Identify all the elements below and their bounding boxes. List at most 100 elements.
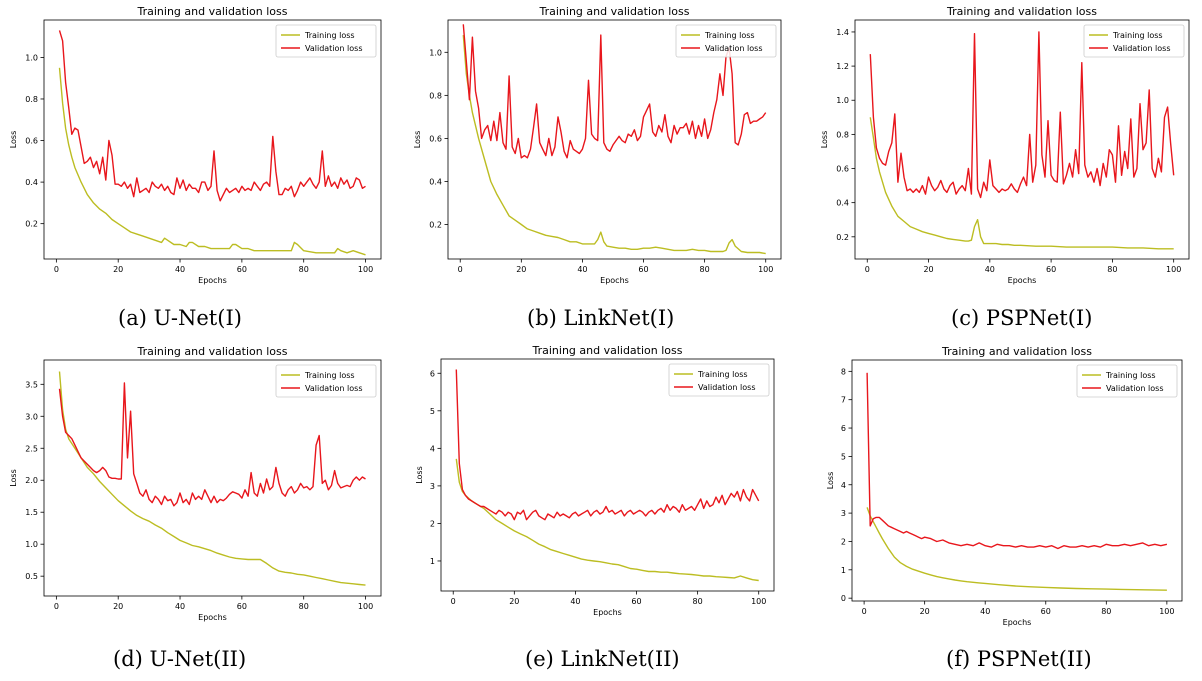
x-axis-label: Epochs (1003, 618, 1032, 627)
x-tick-label: 40 (175, 602, 185, 611)
chart-title: Training and validation loss (941, 345, 1092, 358)
x-tick-label: 60 (1046, 265, 1056, 274)
figure-caption: (e) LinkNet(II) (525, 647, 680, 671)
y-tick-label: 1.2 (836, 62, 849, 71)
series-line-validation (462, 24, 767, 159)
x-tick-label: 40 (577, 265, 587, 274)
x-tick-label: 40 (980, 607, 990, 616)
legend: Training loss Validation loss (275, 364, 377, 398)
series-line-training (462, 35, 766, 255)
legend-label: Training loss (1112, 31, 1163, 40)
x-axis-label: Epochs (1008, 276, 1037, 285)
y-axis-label: Loss (820, 131, 829, 149)
plot-frame (851, 359, 1183, 602)
y-tick-label: 0.6 (429, 134, 442, 143)
legend-label: Training loss (304, 31, 355, 40)
x-tick-label: 40 (985, 265, 995, 274)
legend-box (668, 363, 770, 397)
x-axis-label: Epochs (593, 608, 622, 617)
x-tick-label: 60 (237, 265, 247, 274)
y-tick-label: 0.6 (836, 165, 849, 174)
series-line-validation (58, 382, 366, 507)
legend-box (275, 364, 377, 398)
y-tick-label: 0.8 (836, 130, 849, 139)
x-tick-label: 100 (1166, 265, 1181, 274)
chart-panel-unet-2: Training and validation loss 0 20 40 60 80 100… (0, 340, 401, 681)
x-tick-label: 60 (237, 602, 247, 611)
x-tick-label: 60 (631, 597, 641, 606)
legend-label: Validation loss (305, 44, 363, 53)
y-tick-label: 1.0 (836, 96, 849, 105)
x-tick-label: 0 (865, 265, 870, 274)
series-line-training (58, 67, 366, 256)
y-tick-label: 5 (841, 452, 846, 461)
x-axis-label: Epochs (600, 276, 629, 285)
y-tick-label: 6 (841, 424, 846, 433)
legend-box (1083, 24, 1185, 58)
x-tick-label: 80 (693, 597, 703, 606)
legend-label: Training loss (1105, 371, 1156, 380)
y-tick-label: 2.5 (25, 444, 38, 453)
y-tick-label: 3 (841, 509, 846, 518)
y-tick-label: 0 (841, 594, 846, 603)
chart-panel-pspnet-1: Training and validation loss 0 20 40 60 80 100… (802, 0, 1202, 340)
chart-panel-linknet-2: Training and validation loss 0 20 40 60 80 100… (401, 340, 802, 681)
x-tick-label: 0 (54, 602, 59, 611)
x-tick-label: 20 (113, 265, 123, 274)
figure-caption: (f) PSPNet(II) (946, 647, 1092, 671)
legend: Training loss Validation loss (668, 363, 770, 397)
figure-caption: (c) PSPNet(I) (951, 306, 1093, 330)
legend-box (1076, 364, 1178, 398)
figure-caption: (d) U-Net(II) (113, 647, 247, 671)
y-tick-label: 1.0 (429, 48, 442, 57)
legend-box (675, 24, 777, 58)
plot-frame (440, 358, 775, 592)
y-tick-label: 0.2 (836, 233, 849, 242)
chart-panel-unet-1: Training and validation loss 0 20 40 60 80 100… (0, 0, 401, 340)
x-tick-label: 80 (299, 602, 309, 611)
figure-caption: (a) U-Net(I) (118, 306, 242, 330)
plot-frame (447, 19, 782, 260)
x-tick-label: 20 (509, 597, 519, 606)
chart-title: Training and validation loss (539, 5, 690, 18)
chart-title: Training and validation loss (946, 5, 1097, 18)
x-tick-label: 100 (358, 265, 373, 274)
x-tick-label: 100 (1159, 607, 1174, 616)
x-tick-label: 40 (175, 265, 185, 274)
y-tick-label: 7 (841, 396, 846, 405)
legend-label: Validation loss (1106, 384, 1164, 393)
x-tick-label: 20 (516, 265, 526, 274)
legend-label: Validation loss (698, 383, 756, 392)
series-line-validation (869, 31, 1175, 199)
x-tick-label: 100 (751, 597, 766, 606)
y-tick-label: 2 (841, 537, 846, 546)
series-line-training (58, 371, 366, 586)
x-tick-label: 40 (570, 597, 580, 606)
x-tick-label: 0 (862, 607, 867, 616)
y-tick-label: 0.5 (25, 572, 38, 581)
legend-label: Training loss (697, 370, 748, 379)
legend: Training loss Validation loss (1083, 24, 1185, 58)
legend-label: Validation loss (705, 44, 763, 53)
y-tick-label: 1.0 (25, 53, 38, 62)
y-axis-label: Loss (9, 131, 18, 149)
y-tick-label: 0.2 (25, 220, 38, 229)
y-tick-label: 0.8 (429, 91, 442, 100)
y-tick-label: 3.5 (25, 380, 38, 389)
x-axis-label: Epochs (198, 613, 227, 622)
x-tick-label: 100 (758, 265, 773, 274)
x-tick-label: 20 (920, 607, 930, 616)
figure-caption: (b) LinkNet(I) (527, 306, 675, 330)
x-tick-label: 80 (299, 265, 309, 274)
legend: Training loss Validation loss (275, 24, 377, 58)
legend: Training loss Validation loss (1076, 364, 1178, 398)
x-tick-label: 0 (54, 265, 59, 274)
y-tick-label: 0.4 (25, 178, 38, 187)
series-line-validation (58, 30, 366, 202)
series-line-validation (455, 369, 760, 521)
